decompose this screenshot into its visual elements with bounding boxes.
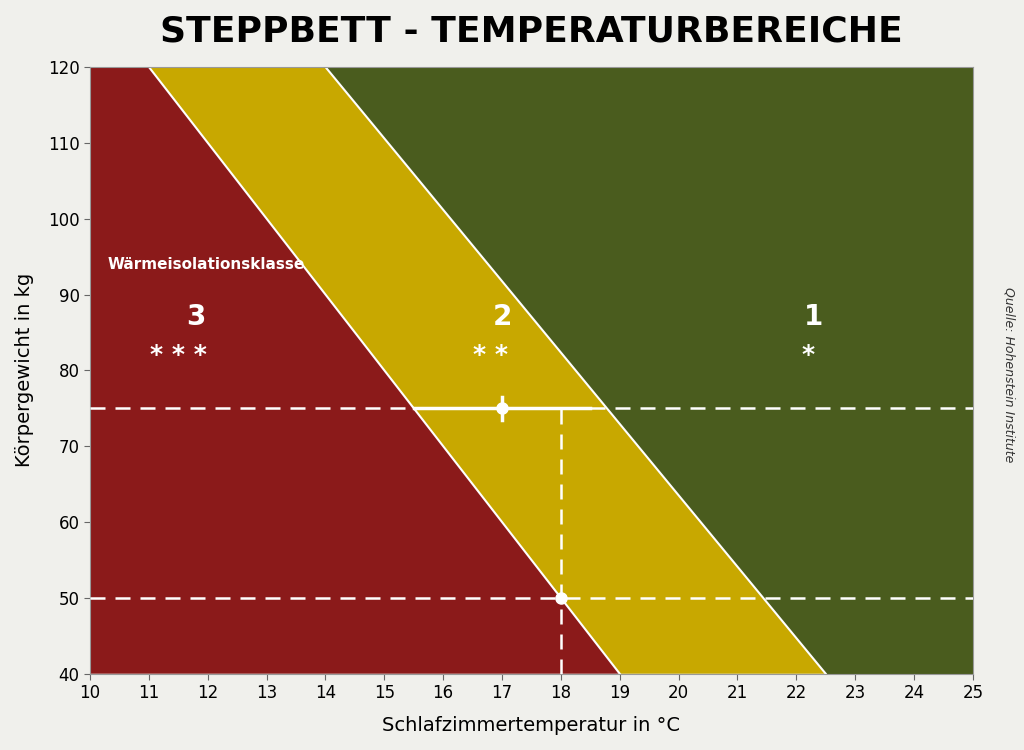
Text: * *: * * [473,344,508,368]
Text: *: * [802,344,815,368]
Text: * * *: * * * [150,344,207,368]
Text: Wärmeisolationsklasse: Wärmeisolationsklasse [108,256,305,272]
Y-axis label: Körpergewicht in kg: Körpergewicht in kg [15,273,34,467]
Polygon shape [148,67,825,674]
X-axis label: Schlafzimmertemperatur in °C: Schlafzimmertemperatur in °C [382,716,680,735]
Text: Quelle: Hohenstein Institute: Quelle: Hohenstein Institute [1002,287,1015,463]
Title: STEPPBETT - TEMPERATURBEREICHE: STEPPBETT - TEMPERATURBEREICHE [160,15,903,49]
Text: 2: 2 [493,303,512,332]
Text: 3: 3 [186,303,206,332]
Polygon shape [90,67,620,674]
Polygon shape [326,67,973,674]
Text: 1: 1 [804,303,823,332]
